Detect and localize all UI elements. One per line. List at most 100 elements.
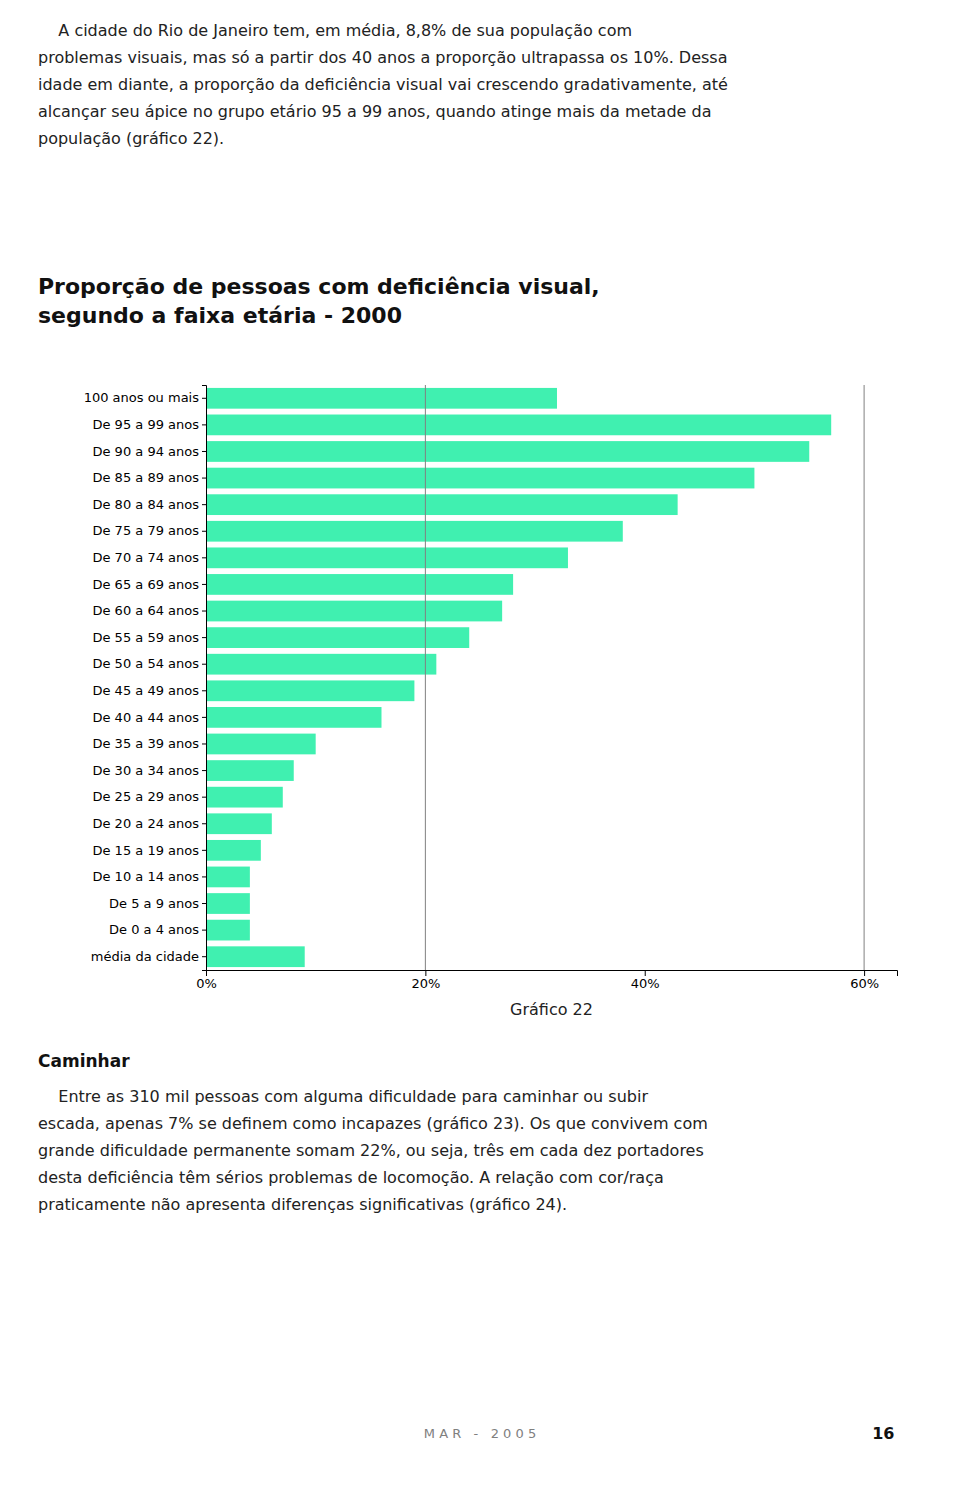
- x-tick: 60%: [850, 970, 879, 991]
- y-tick-mark: [202, 956, 206, 957]
- y-tick-mark: [202, 876, 206, 877]
- text-line: grande dificuldade permanente somam 22%,…: [38, 1141, 704, 1160]
- y-tick-label: De 70 a 74 anos: [92, 550, 199, 565]
- y-tick-label: De 80 a 84 anos: [92, 497, 199, 512]
- x-tick: 20%: [411, 970, 440, 991]
- paragraph-top: A cidade do Rio de Janeiro tem, em média…: [38, 21, 728, 148]
- text-line: M A R - 2 0 0 5: [424, 1426, 536, 1441]
- bar: [206, 521, 623, 542]
- x-axis: 0% 20% 40% 60%: [196, 970, 897, 991]
- y-tick: De 10 a 14 anos: [92, 869, 206, 884]
- bar: [206, 415, 831, 436]
- x-tick-mark: [645, 970, 646, 976]
- y-tick-mark: [202, 451, 206, 452]
- y-tick-label: De 85 a 89 anos: [92, 470, 199, 485]
- bar: [206, 760, 294, 781]
- bar: [206, 867, 250, 888]
- y-tick-mark: [202, 743, 206, 744]
- y-tick-mark: [202, 611, 206, 612]
- y-tick-label: De 90 a 94 anos: [92, 444, 199, 459]
- y-tick-label: De 30 a 34 anos: [92, 763, 199, 778]
- y-tick-mark: [202, 584, 206, 585]
- bar: [206, 627, 469, 648]
- bar: [206, 494, 678, 515]
- y-tick: De 80 a 84 anos: [92, 497, 206, 512]
- y-tick-label: De 40 a 44 anos: [92, 710, 199, 725]
- x-tick-label: 60%: [850, 976, 879, 991]
- y-tick-label: De 55 a 59 anos: [92, 630, 199, 645]
- x-axis-line: [207, 971, 898, 977]
- page: A cidade do Rio de Janeiro tem, em média…: [0, 0, 960, 1501]
- y-tick-label: 100 anos ou mais: [84, 390, 200, 405]
- x-tick-label: 0%: [196, 976, 217, 991]
- y-tick-mark: [202, 903, 206, 904]
- x-tick-mark: [864, 970, 865, 976]
- y-tick: De 45 a 49 anos: [92, 683, 206, 698]
- y-tick: De 30 a 34 anos: [92, 763, 206, 778]
- y-tick: De 35 a 39 anos: [92, 736, 206, 751]
- y-tick: De 5 a 9 anos: [109, 896, 206, 911]
- y-tick: De 95 a 99 anos: [92, 417, 206, 432]
- y-tick-label: De 45 a 49 anos: [92, 683, 199, 698]
- text-line: 16: [872, 1424, 894, 1443]
- y-tick-label: De 25 a 29 anos: [92, 789, 199, 804]
- text-line: população (gráfico 22).: [38, 129, 224, 148]
- y-tick-mark: [202, 637, 206, 638]
- y-tick-label: De 50 a 54 anos: [92, 656, 199, 671]
- y-tick-mark: [202, 424, 206, 425]
- y-tick-label: De 0 a 4 anos: [109, 922, 199, 937]
- section-heading: Caminhar: [38, 1051, 130, 1071]
- y-tick-label: De 15 a 19 anos: [92, 843, 199, 858]
- bar: [206, 601, 502, 622]
- bar: [206, 707, 381, 728]
- bar: [206, 787, 283, 808]
- text-line: escada, apenas 7% se definem como incapa…: [38, 1114, 708, 1133]
- bar: [206, 680, 414, 701]
- y-tick: De 20 a 24 anos: [92, 816, 206, 831]
- y-tick: De 70 a 74 anos: [92, 550, 206, 565]
- y-tick: De 15 a 19 anos: [92, 843, 206, 858]
- y-tick-mark: [202, 797, 206, 798]
- y-tick-label: De 35 a 39 anos: [92, 736, 199, 751]
- y-tick-mark: [202, 531, 206, 532]
- reference-line: [864, 385, 865, 970]
- y-tick-mark: [202, 690, 206, 691]
- y-tick-label: De 75 a 79 anos: [92, 523, 199, 538]
- page-number: 16: [872, 1424, 894, 1443]
- text-line: problemas visuais, mas só a partir dos 4…: [38, 48, 727, 67]
- reference-line: [425, 385, 426, 970]
- y-tick: De 60 a 64 anos: [92, 603, 206, 618]
- y-tick-mark: [202, 770, 206, 771]
- x-tick: 0%: [196, 970, 217, 991]
- text-line: desta deficiência têm sérios problemas d…: [38, 1168, 664, 1187]
- y-tick: De 40 a 44 anos: [92, 710, 206, 725]
- text-line: Gráfico 22: [510, 1000, 593, 1019]
- text-line: Entre as 310 mil pessoas com alguma difi…: [38, 1087, 648, 1106]
- paragraph-bottom: Entre as 310 mil pessoas com alguma difi…: [38, 1087, 708, 1214]
- bar: [206, 734, 316, 755]
- bar: [206, 840, 261, 861]
- y-tick-label: De 65 a 69 anos: [92, 577, 199, 592]
- bar: [206, 574, 513, 595]
- y-axis-line: [202, 386, 207, 971]
- y-tick-mark: [202, 850, 206, 851]
- chart-caption: Gráfico 22: [510, 1000, 593, 1019]
- y-tick: 100 anos ou mais: [84, 390, 206, 405]
- y-tick-mark: [202, 823, 206, 824]
- bar: [206, 813, 272, 834]
- x-tick-mark: [206, 970, 207, 976]
- y-tick-mark: [202, 930, 206, 931]
- y-tick: De 85 a 89 anos: [92, 470, 206, 485]
- y-tick-mark: [202, 664, 206, 665]
- y-tick-mark: [202, 557, 206, 558]
- text-line: praticamente não apresenta diferenças si…: [38, 1195, 567, 1214]
- y-tick: De 50 a 54 anos: [92, 656, 206, 671]
- text-line: alcançar seu ápice no grupo etário 95 a …: [38, 102, 711, 121]
- y-tick: De 75 a 79 anos: [92, 523, 206, 538]
- x-tick-label: 40%: [631, 976, 660, 991]
- bar: [206, 920, 250, 941]
- footer: M A R - 2 0 0 5: [424, 1426, 536, 1441]
- text-line: A cidade do Rio de Janeiro tem, em média…: [38, 21, 632, 40]
- y-axis: 100 anos ou mais De 95 a 99 anos De 90 a 9…: [84, 386, 207, 971]
- x-tick: 40%: [631, 970, 660, 991]
